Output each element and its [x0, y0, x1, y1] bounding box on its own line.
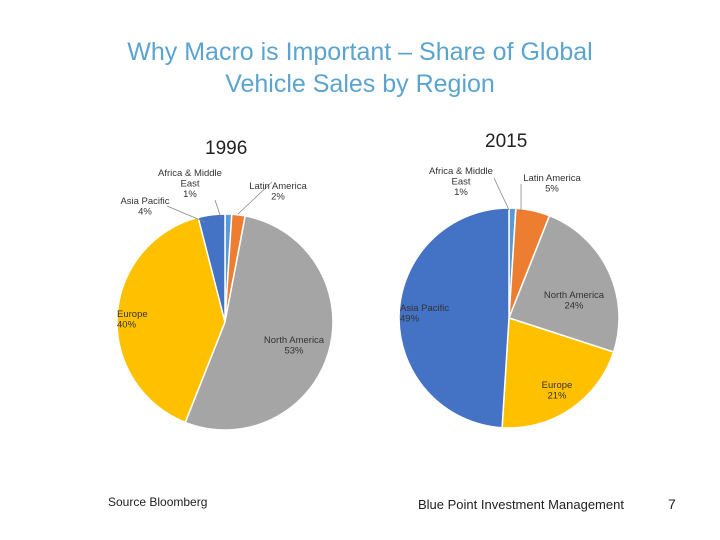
pie-1996-title: 1996 — [205, 138, 247, 159]
slide-title-line-1: Why Macro is Important – Share of Global — [127, 38, 593, 66]
pie-2015-label-latin-america: Latin America 5% — [523, 173, 581, 195]
pie-2015-slice-asia-pacific — [398, 207, 510, 429]
pie-1996-slice-north-america — [184, 215, 334, 431]
pie-1996-label-asia-pacific: Asia Pacific 4% — [120, 196, 169, 218]
pie-1996-label-europe: Europe 40% — [117, 309, 148, 331]
pie-2015-slice-europe — [501, 316, 615, 429]
pie-2015-slice-north-america — [508, 214, 620, 353]
pie-2015-title: 2015 — [485, 131, 527, 152]
pie-2015-label-asia-pacific: Asia Pacific 49% — [400, 303, 449, 325]
page-number: 7 — [668, 496, 676, 512]
pie-1996-label-africa-middle-east: Africa & Middle East 1% — [158, 168, 222, 200]
source-note: Source Bloomberg — [108, 495, 208, 509]
pie-2015-label-north-america: North America 24% — [544, 290, 605, 312]
pie-1996-leader-line — [214, 199, 222, 219]
pie-1996-leader-line — [237, 181, 273, 215]
company-name: Blue Point Investment Management — [418, 497, 624, 512]
slide-title-line-2: Vehicle Sales by Region — [225, 70, 495, 98]
pie-1996-label-north-america: North America 53% — [264, 335, 325, 357]
pie-1996-slice-europe — [116, 216, 226, 424]
pie-2015-leader-line — [493, 177, 510, 211]
pie-2015-label-europe: Europe 21% — [542, 380, 573, 402]
pie-2015-label-africa-middle-east: Africa & Middle East 1% — [429, 166, 493, 198]
slide-title: Why Macro is Important – Share of Global… — [40, 36, 680, 100]
pie-1996-label-latin-america: Latin America 2% — [249, 181, 307, 203]
pie-1996-leader-line — [166, 205, 206, 223]
pie-1996-slice-asia-pacific — [197, 213, 226, 323]
